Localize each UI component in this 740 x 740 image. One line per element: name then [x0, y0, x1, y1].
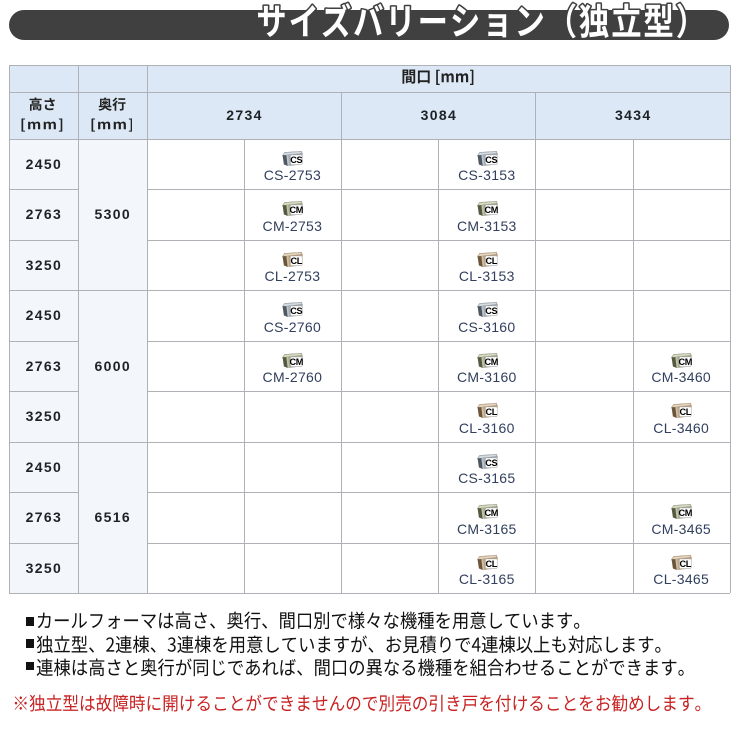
svg-text:CS: CS — [485, 154, 497, 164]
svg-text:CM: CM — [290, 205, 304, 215]
svg-text:CL: CL — [291, 255, 303, 265]
svg-text:CM: CM — [679, 508, 693, 518]
svg-text:CL: CL — [485, 407, 497, 417]
svg-text:CM: CM — [290, 356, 304, 366]
svg-text:CS: CS — [291, 306, 303, 316]
svg-text:CL: CL — [680, 558, 692, 568]
svg-text:CM: CM — [484, 356, 498, 366]
svg-text:CL: CL — [485, 558, 497, 568]
svg-text:CM: CM — [484, 205, 498, 215]
svg-text:CS: CS — [485, 457, 497, 467]
svg-text:CS: CS — [485, 306, 497, 316]
svg-text:CL: CL — [485, 255, 497, 265]
svg-text:CL: CL — [680, 407, 692, 417]
svg-text:CM: CM — [679, 356, 693, 366]
svg-text:CM: CM — [484, 508, 498, 518]
svg-text:CS: CS — [291, 154, 303, 164]
